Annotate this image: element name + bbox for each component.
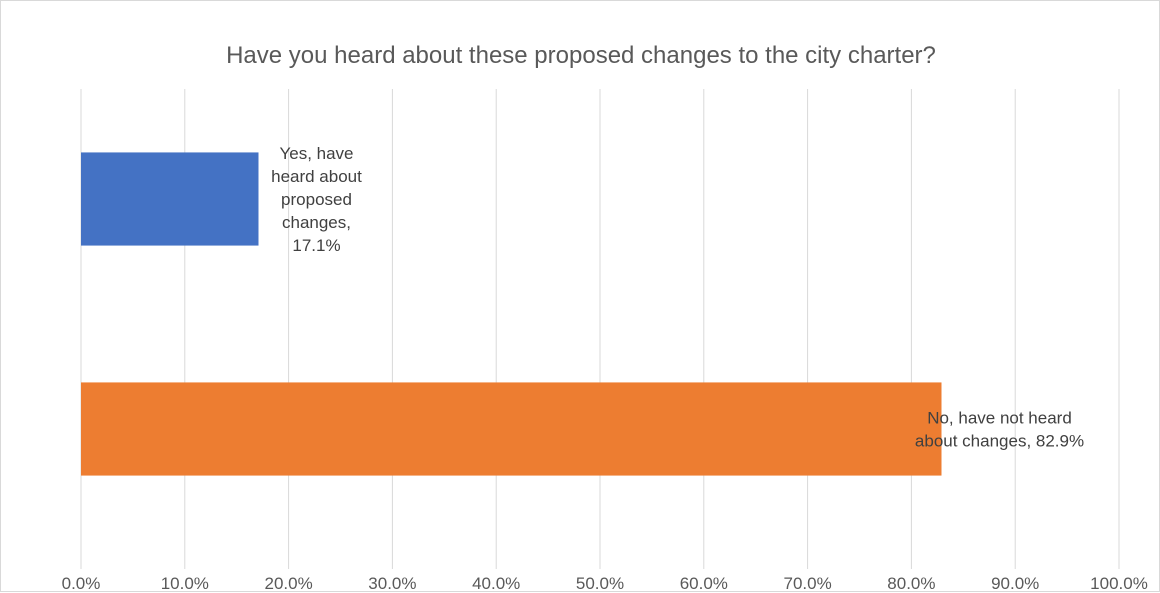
bar-data-label-line: heard about	[271, 167, 362, 186]
x-tick-label: 70.0%	[783, 574, 831, 593]
bars	[81, 152, 942, 476]
bar-data-label-line: 17.1%	[292, 236, 340, 255]
x-tick-label: 90.0%	[991, 574, 1039, 593]
x-tick-label: 80.0%	[887, 574, 935, 593]
x-tick-label: 50.0%	[576, 574, 624, 593]
bar-data-label: No, have not heard about changes, 82.9%	[915, 409, 1084, 451]
bar	[81, 152, 259, 246]
x-tick-label: 30.0%	[368, 574, 416, 593]
bar	[81, 382, 942, 476]
bar-data-label-line: about changes, 82.9%	[915, 432, 1084, 451]
x-tick-label: 0.0%	[62, 574, 101, 593]
x-tick-label: 60.0%	[680, 574, 728, 593]
bar-data-label-line: proposed	[281, 190, 352, 209]
bar-data-label-line: changes,	[282, 213, 351, 232]
x-tick-label: 100.0%	[1090, 574, 1148, 593]
x-tick-label: 20.0%	[264, 574, 312, 593]
chart-title: Have you heard about these proposed chan…	[226, 42, 936, 69]
x-axis-ticks: 0.0% 10.0% 20.0% 30.0% 40.0% 50.0% 60.0% 70.0% 8…	[62, 574, 1148, 593]
bar-data-label-line: Yes, have	[279, 144, 353, 163]
bar-data-label-line: No, have not heard	[927, 409, 1072, 428]
bar-data-label: Yes, have heard about proposed changes, 17.1…	[271, 144, 362, 255]
x-tick-label: 40.0%	[472, 574, 520, 593]
x-tick-label: 10.0%	[161, 574, 209, 593]
data-labels: Yes, have heard about proposed changes, 17.1…	[271, 144, 1084, 451]
